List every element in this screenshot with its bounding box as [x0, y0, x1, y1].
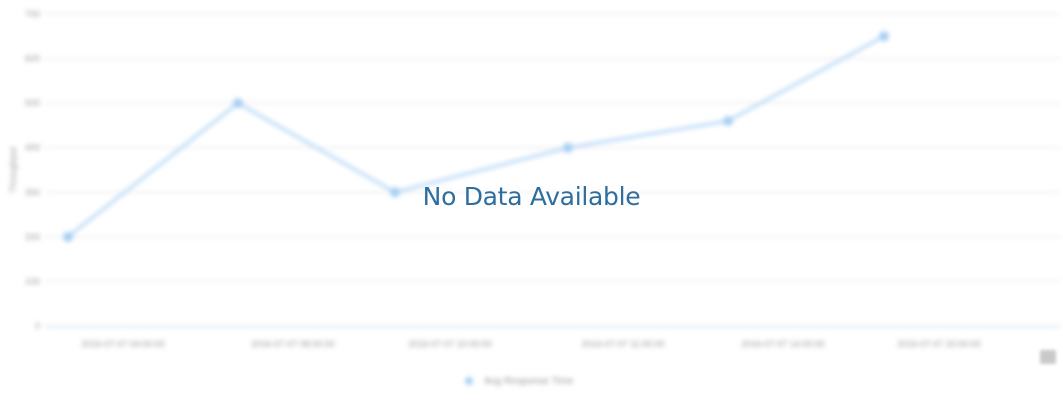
y-tick-label: 700 [25, 9, 40, 19]
x-tick-label: 2016-07-07 10:00:00 [408, 339, 492, 349]
y-tick-label: 100 [25, 276, 40, 286]
x-tick-label: 2016-07-07 04:00:00 [81, 339, 165, 349]
data-point [723, 115, 733, 126]
y-tick-label: 0 [35, 321, 40, 331]
y-tick-label: 300 [25, 187, 40, 197]
x-tick-label: 2016-07-07 14:00:00 [741, 339, 825, 349]
data-point [563, 142, 573, 153]
data-point [390, 187, 400, 198]
legend-marker [465, 377, 473, 385]
data-point [879, 31, 889, 42]
y-tick-label: 400 [25, 143, 40, 153]
export-menu-icon[interactable] [1040, 350, 1056, 364]
x-tick-label: 2016-07-07 20:00:00 [897, 339, 981, 349]
series-line [67, 34, 885, 239]
legend-label: Avg Response Time [484, 376, 574, 387]
data-point [233, 98, 243, 109]
no-data-message: No Data Available [422, 182, 641, 211]
y-tick-label: 600 [25, 54, 40, 64]
y-axis-title: Throughput [8, 146, 18, 193]
data-point [63, 231, 73, 242]
x-tick-label: 2016-07-07 08:00:00 [251, 339, 335, 349]
y-tick-label: 200 [25, 232, 40, 242]
x-tick-label: 2016-07-07 11:00:00 [582, 339, 665, 349]
y-tick-label: 500 [25, 98, 40, 108]
